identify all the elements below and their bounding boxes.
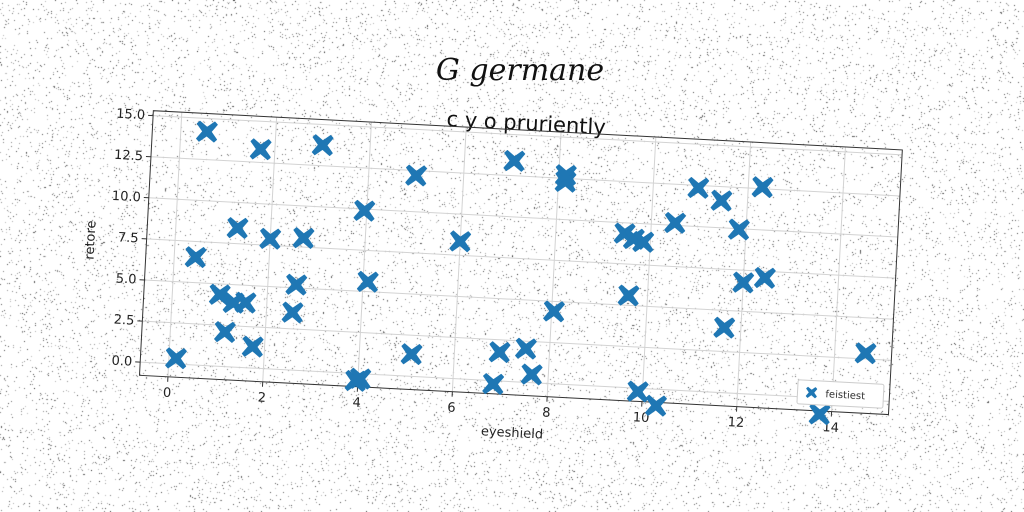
data-point <box>632 230 655 253</box>
legend-box <box>796 379 885 409</box>
y-gridline <box>144 279 894 320</box>
data-point <box>449 230 472 253</box>
x-gridline <box>451 127 467 392</box>
data-point <box>356 270 379 293</box>
x-axis-label: eyeshield <box>481 424 544 442</box>
x-gridline <box>262 117 278 382</box>
data-point <box>555 164 577 187</box>
data-point <box>808 403 831 426</box>
data-point <box>732 271 755 294</box>
y-tick-label: 2.5 <box>113 313 134 329</box>
y-gridline <box>150 156 900 197</box>
data-point <box>854 342 877 365</box>
data-point <box>754 267 776 289</box>
data-point <box>515 337 537 360</box>
x-tick-label: 12 <box>727 415 744 431</box>
data-point <box>488 341 511 364</box>
x-tick-label: 10 <box>632 410 649 426</box>
data-point <box>285 273 308 296</box>
legend-marker-icon <box>805 386 818 399</box>
data-point <box>281 301 304 324</box>
data-point <box>728 218 750 241</box>
chart-title: c y o pruriently <box>446 107 606 139</box>
data-point <box>259 227 282 250</box>
data-point <box>165 347 187 370</box>
y-gridline <box>153 115 903 156</box>
data-point <box>482 373 505 395</box>
data-point <box>249 138 272 161</box>
y-tick-label: 10.0 <box>111 189 141 205</box>
data-point <box>234 291 257 314</box>
data-point <box>645 394 667 417</box>
y-tick-label: 15.0 <box>116 107 146 123</box>
data-point <box>503 150 526 172</box>
data-point <box>751 176 774 198</box>
data-point <box>349 367 372 390</box>
legend-entry: feistiest <box>825 389 865 402</box>
y-gridline <box>148 197 898 238</box>
y-gridline <box>146 238 896 279</box>
data-point <box>687 176 710 199</box>
data-point <box>400 343 423 366</box>
x-tick-label: 4 <box>352 396 361 411</box>
y-gridline <box>140 361 890 402</box>
legend-marker <box>805 386 818 399</box>
data-point <box>292 227 315 249</box>
data-point <box>184 246 207 268</box>
x-tick-label: 6 <box>447 400 456 415</box>
x-gridline <box>831 146 846 412</box>
x-tick-label: 8 <box>542 405 551 420</box>
x-gridline <box>167 112 183 377</box>
data-point <box>664 212 686 234</box>
legend: feistiest <box>796 379 885 409</box>
y-tick-label: 12.5 <box>114 148 144 164</box>
data-point <box>405 164 428 187</box>
data-point <box>710 189 733 212</box>
data-point <box>626 380 649 403</box>
data-point <box>214 321 236 343</box>
data-point <box>196 120 218 143</box>
plot-area <box>138 110 903 416</box>
y-tick-label: 0.0 <box>111 354 132 370</box>
data-point <box>241 335 264 358</box>
data-points <box>165 120 877 426</box>
chart-suptitle: G germane <box>436 53 604 88</box>
data-point <box>520 363 543 386</box>
y-axis-label: retore <box>82 220 99 260</box>
x-gridline <box>736 141 752 407</box>
data-point <box>226 217 249 239</box>
x-gridline <box>641 136 657 402</box>
data-point <box>543 300 565 323</box>
data-point <box>311 134 334 156</box>
y-tick-label: 5.0 <box>115 271 136 287</box>
x-tick-label: 2 <box>257 391 266 406</box>
y-tick-label: 7.5 <box>118 230 139 246</box>
data-point <box>353 199 376 222</box>
data-point <box>617 284 640 307</box>
data-point <box>713 316 736 339</box>
x-gridline <box>357 122 372 387</box>
axis-ticks: 0 2 4 6 8 10 12 140.02.55.07.510.012.515.0 <box>111 107 839 436</box>
x-tick-label: 0 <box>163 386 172 401</box>
